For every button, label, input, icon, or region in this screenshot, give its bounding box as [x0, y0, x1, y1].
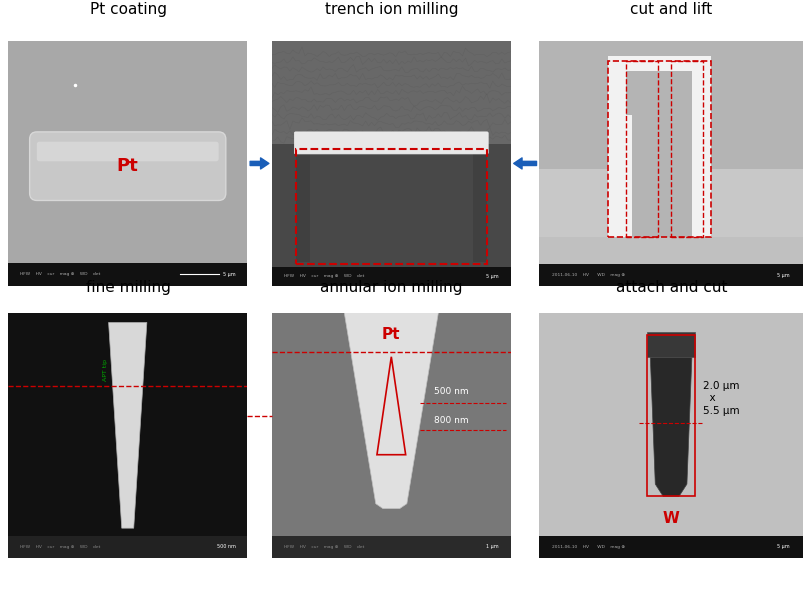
Bar	[693, 61, 710, 237]
Text: 500 nm: 500 nm	[217, 544, 235, 549]
Bar	[672, 61, 702, 237]
Bar	[539, 536, 803, 558]
Text: Pt coating: Pt coating	[90, 2, 166, 17]
Text: APT tip: APT tip	[102, 359, 108, 381]
Bar	[626, 115, 632, 237]
Text: cut and lift: cut and lift	[630, 2, 713, 17]
Text: 5 µm: 5 µm	[777, 544, 790, 549]
Text: 2011-06-10    HV      WD    mag ⊕: 2011-06-10 HV WD mag ⊕	[552, 273, 625, 277]
Bar	[710, 169, 803, 237]
Bar	[8, 263, 247, 286]
Bar	[539, 237, 803, 286]
FancyBboxPatch shape	[36, 142, 219, 161]
Polygon shape	[344, 308, 440, 509]
Bar	[272, 536, 511, 558]
FancyBboxPatch shape	[294, 132, 488, 154]
Bar	[626, 61, 658, 237]
Text: HFW    HV    cur    mag ⊕    WD    det: HFW HV cur mag ⊕ WD det	[20, 545, 101, 549]
Text: annular ion milling: annular ion milling	[320, 280, 463, 295]
Text: 1 µm: 1 µm	[487, 544, 499, 549]
Text: Pt: Pt	[117, 157, 139, 175]
Polygon shape	[109, 323, 147, 528]
Bar	[8, 536, 247, 558]
Bar	[539, 169, 608, 237]
Text: HFW    HV    cur    mag ⊕    WD    det: HFW HV cur mag ⊕ WD det	[20, 273, 101, 276]
Bar	[647, 335, 695, 496]
Text: 2011-06-10    HV      WD    mag ⊕: 2011-06-10 HV WD mag ⊕	[552, 545, 625, 549]
Bar	[473, 149, 487, 262]
Text: 800 nm: 800 nm	[435, 416, 469, 425]
Text: 5 µm: 5 µm	[223, 272, 235, 277]
Text: 500 nm: 500 nm	[435, 386, 469, 395]
Text: 5 µm: 5 µm	[487, 274, 499, 279]
Bar	[608, 61, 710, 237]
Bar	[296, 149, 310, 262]
FancyBboxPatch shape	[30, 132, 225, 201]
Text: trench ion milling: trench ion milling	[325, 2, 458, 17]
Text: Pt: Pt	[382, 327, 401, 342]
Bar	[272, 267, 511, 286]
Text: HFW    HV    cur    mag ⊕    WD    det: HFW HV cur mag ⊕ WD det	[284, 274, 364, 278]
Text: fine milling: fine milling	[86, 280, 170, 295]
Bar	[296, 149, 487, 264]
Text: 5 µm: 5 µm	[777, 273, 790, 278]
Text: HFW    HV    cur    mag ⊕    WD    det: HFW HV cur mag ⊕ WD det	[284, 545, 364, 549]
Text: attach and cut: attach and cut	[616, 280, 727, 295]
Text: W: W	[663, 511, 680, 526]
Bar	[608, 56, 710, 71]
Bar	[608, 61, 626, 237]
Polygon shape	[650, 349, 693, 496]
Bar	[647, 332, 695, 357]
Text: 2.0 µm
  x
5.5 µm: 2.0 µm x 5.5 µm	[702, 381, 740, 416]
Bar	[272, 41, 511, 144]
Bar	[539, 264, 803, 286]
